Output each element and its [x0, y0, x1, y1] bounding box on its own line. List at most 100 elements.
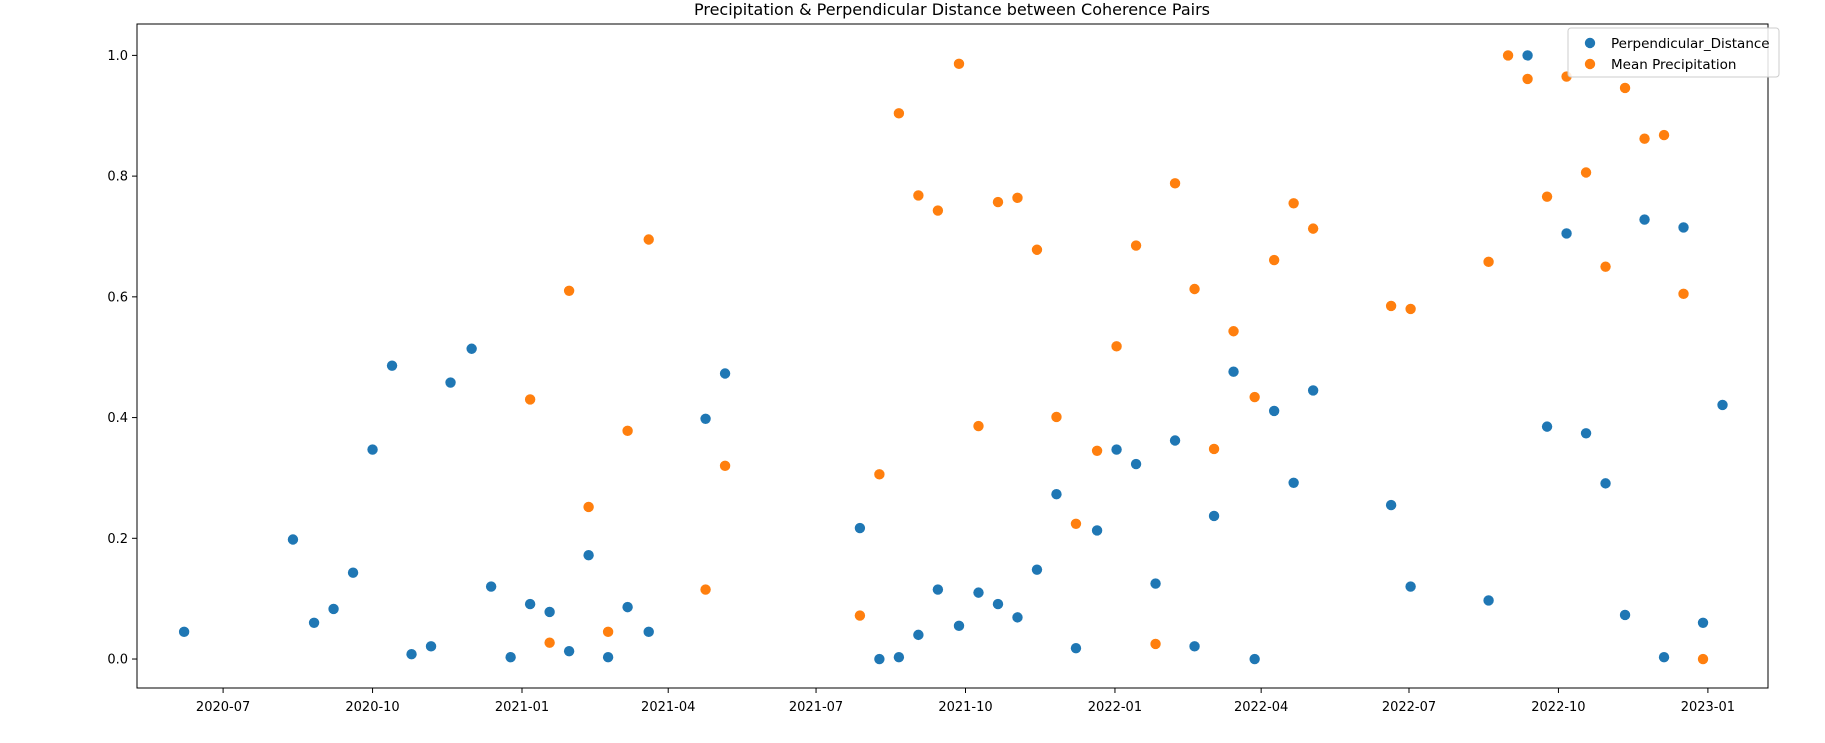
- data-point: [874, 653, 885, 665]
- data-point: [1639, 133, 1650, 144]
- chart-title: Precipitation & Perpendicular Distance b…: [694, 0, 1210, 19]
- x-tick-label: 2022-04: [1234, 700, 1288, 715]
- data-point: [1385, 499, 1397, 511]
- data-point: [445, 377, 456, 388]
- data-point: [953, 620, 965, 632]
- data-point: [932, 205, 944, 216]
- data-point: [1249, 653, 1260, 665]
- data-point: [700, 413, 711, 424]
- data-point: [992, 196, 1004, 208]
- data-point: [1150, 578, 1161, 589]
- data-point: [643, 234, 654, 245]
- data-point: [1502, 50, 1514, 61]
- plot-markers: [178, 50, 1728, 665]
- data-point: [1111, 341, 1122, 352]
- data-point: [1208, 443, 1220, 455]
- legend-label-mean-precipitation: Mean Precipitation: [1611, 57, 1736, 73]
- data-point: [1208, 510, 1220, 522]
- data-point: [1697, 617, 1709, 629]
- data-point: [1717, 399, 1728, 411]
- data-point: [287, 534, 299, 545]
- data-point: [1130, 240, 1142, 251]
- data-point: [1249, 391, 1260, 403]
- data-point: [1307, 385, 1319, 396]
- data-point: [1697, 653, 1709, 665]
- data-point: [1678, 222, 1689, 233]
- y-tick-label: 0.8: [107, 170, 128, 185]
- data-point: [1051, 489, 1062, 500]
- data-point: [643, 626, 654, 638]
- data-point: [1268, 405, 1280, 417]
- data-point: [1031, 564, 1043, 575]
- data-point: [1483, 256, 1494, 268]
- data-point: [1580, 428, 1592, 439]
- data-point: [1385, 300, 1397, 312]
- data-point: [1268, 254, 1280, 266]
- data-point: [1619, 82, 1631, 94]
- data-point: [1522, 73, 1533, 85]
- data-point: [1012, 192, 1023, 204]
- x-tick-label: 2020-10: [345, 700, 399, 715]
- data-point: [1228, 366, 1239, 377]
- data-point: [1111, 444, 1122, 455]
- data-point: [1169, 178, 1181, 189]
- plot-frame: [136, 23, 1769, 689]
- data-point: [893, 108, 905, 119]
- legend: Perpendicular_Distance Mean Precipitatio…: [1567, 27, 1780, 78]
- data-point: [524, 394, 536, 405]
- data-point: [1541, 421, 1553, 432]
- y-tick-label: 0.4: [107, 411, 128, 426]
- data-point: [893, 652, 905, 663]
- data-point: [1600, 478, 1611, 489]
- data-point: [1189, 641, 1200, 652]
- data-point: [1522, 50, 1533, 61]
- data-point: [1150, 638, 1161, 650]
- data-point: [1639, 214, 1650, 225]
- data-point: [1051, 411, 1062, 423]
- data-point: [874, 469, 885, 480]
- data-point: [367, 444, 378, 455]
- data-point: [1169, 435, 1181, 446]
- x-tick-label: 2022-01: [1088, 700, 1142, 715]
- data-point: [583, 501, 594, 513]
- data-point: [913, 190, 924, 201]
- legend-label-perpendicular-distance: Perpendicular_Distance: [1611, 36, 1770, 52]
- data-point: [328, 603, 339, 615]
- data-point: [347, 567, 359, 578]
- data-point: [544, 606, 555, 618]
- data-point: [1070, 642, 1082, 654]
- data-point: [505, 652, 516, 663]
- data-point: [1091, 525, 1103, 536]
- data-point: [719, 368, 731, 379]
- data-point: [1658, 129, 1670, 141]
- data-point: [178, 626, 190, 638]
- legend-marker-perpendicular-distance: [1584, 37, 1596, 49]
- x-tick-label: 2022-10: [1531, 700, 1585, 715]
- data-point: [466, 343, 477, 354]
- data-point: [1228, 326, 1239, 337]
- data-point: [563, 645, 575, 657]
- data-point: [1288, 198, 1299, 209]
- data-point: [1405, 303, 1416, 315]
- data-point: [622, 425, 633, 437]
- data-point: [406, 648, 417, 660]
- data-point: [1541, 191, 1553, 202]
- data-point: [854, 610, 866, 621]
- data-point: [1619, 609, 1631, 621]
- series-mean-precipitation: [524, 50, 1709, 665]
- data-point: [386, 360, 398, 371]
- x-tick-label: 2020-07: [196, 700, 250, 715]
- data-point: [524, 598, 536, 610]
- x-axis: 2020-07 2020-10 2021-01 2021-04 2021-07 2021-…: [196, 688, 1735, 715]
- y-tick-label: 1.0: [107, 49, 128, 64]
- data-point: [1288, 477, 1299, 488]
- data-point: [1070, 518, 1082, 530]
- legend-box: [1567, 27, 1780, 78]
- series-perpendicular-distance: [178, 50, 1728, 665]
- y-tick-label: 0.6: [107, 290, 128, 305]
- data-point: [1091, 445, 1103, 456]
- data-point: [563, 285, 575, 297]
- y-axis: 0.0 0.2 0.4 0.6 0.8 1.0: [107, 49, 137, 668]
